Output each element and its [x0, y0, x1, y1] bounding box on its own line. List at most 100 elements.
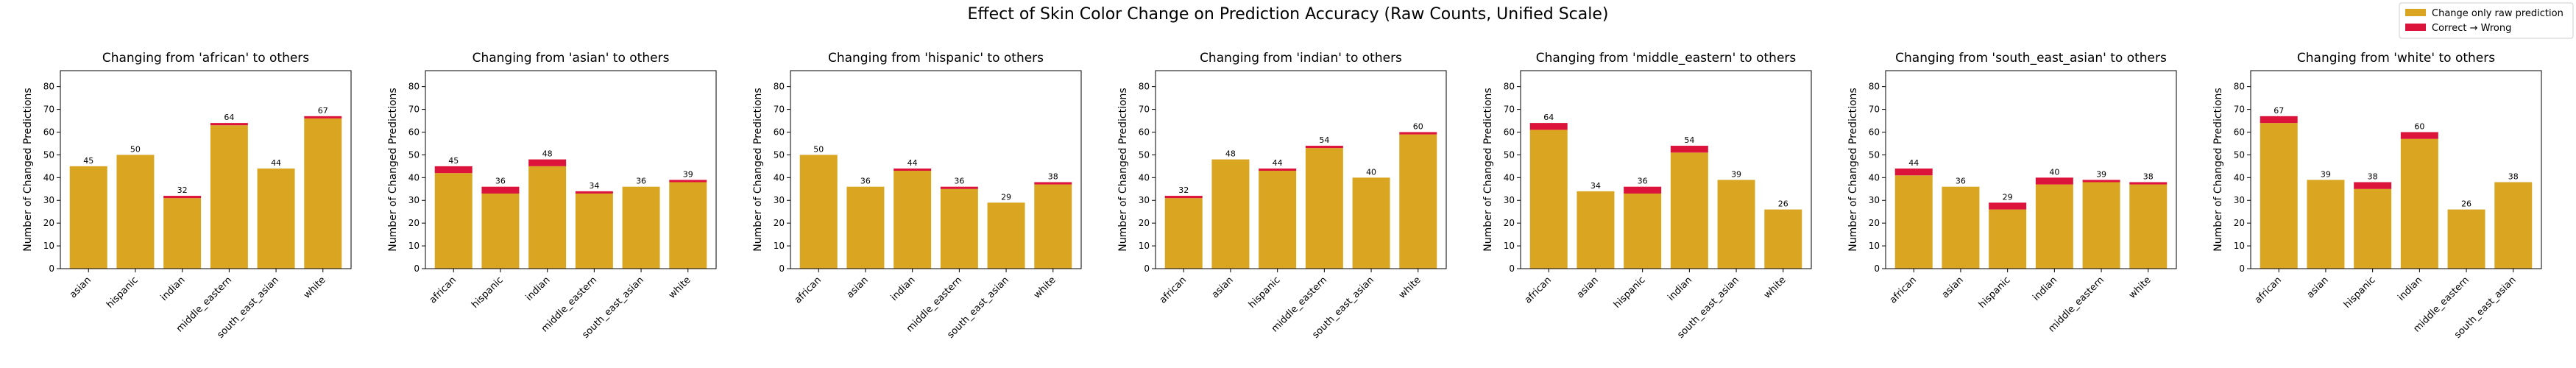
bar-data-label: 54 [1319, 135, 1329, 145]
bar-change-only [2307, 180, 2345, 269]
y-tick-label: 70 [1869, 105, 1880, 115]
bar-data-label: 34 [589, 181, 599, 191]
y-tick-label: 0 [1144, 263, 1150, 274]
y-tick-label: 60 [1139, 127, 1150, 137]
y-tick-label: 0 [414, 263, 420, 274]
bar-change-only [1305, 148, 1343, 269]
y-tick-label: 30 [1869, 195, 1880, 205]
bar-data-label: 40 [2049, 167, 2059, 177]
bar-change-only [1989, 209, 2027, 269]
bar-data-label: 44 [1273, 158, 1283, 168]
bar-data-label: 36 [1956, 177, 1966, 186]
legend-box [2399, 2, 2574, 39]
x-tick-label: hispanic [2342, 275, 2378, 311]
axes-frame [1155, 70, 1447, 269]
x-tick-label: hispanic [1247, 275, 1283, 311]
y-tick-label: 40 [1139, 172, 1150, 183]
y-tick-label: 40 [408, 172, 420, 183]
x-tick-label: indian [159, 275, 188, 303]
bar-correct-to-wrong [1624, 186, 1662, 194]
legend-label: Change only raw prediction [2432, 8, 2563, 19]
bar-data-label: 39 [1731, 169, 1741, 179]
y-tick-label: 40 [1869, 172, 1880, 183]
y-axis-label: Number of Changed Predictions [1482, 88, 1494, 251]
y-tick-label: 20 [1504, 218, 1515, 228]
y-tick-label: 10 [2234, 241, 2245, 251]
y-tick-label: 70 [1139, 105, 1150, 115]
y-axis-label: Number of Changed Predictions [1117, 88, 1129, 251]
y-tick-label: 30 [43, 195, 54, 205]
y-tick-label: 60 [1504, 127, 1515, 137]
legend-swatch [2405, 24, 2426, 31]
bar-change-only [1399, 134, 1437, 269]
bar-data-label: 64 [224, 113, 234, 122]
panel-title: Changing from 'white' to others [2297, 51, 2495, 66]
y-tick-label: 30 [2234, 195, 2245, 205]
bar-change-only [257, 168, 295, 269]
bar-data-label: 44 [1908, 158, 1919, 168]
y-tick-label: 70 [1504, 105, 1515, 115]
bar-change-only [799, 155, 838, 269]
bar-correct-to-wrong [2354, 182, 2392, 189]
x-tick-label: white [1762, 275, 1788, 301]
bar-change-only [481, 193, 520, 269]
axes-frame [790, 70, 1082, 269]
bar-change-only [2400, 138, 2438, 269]
bar-data-label: 38 [2143, 172, 2154, 182]
bar-change-only [1577, 191, 1615, 269]
bar-data-label: 44 [907, 158, 918, 168]
bar-change-only [1670, 152, 1708, 269]
y-tick-label: 80 [1139, 82, 1150, 92]
y-tick-label: 30 [1139, 195, 1150, 205]
y-tick-label: 0 [2239, 263, 2245, 274]
bar-correct-to-wrong [1305, 146, 1343, 149]
x-tick-label: african [2253, 275, 2284, 305]
y-tick-label: 0 [49, 263, 54, 274]
y-tick-label: 20 [774, 218, 785, 228]
bar-change-only [2447, 209, 2485, 269]
x-tick-label: asian [845, 275, 871, 300]
bar-data-label: 48 [1225, 149, 1236, 159]
y-tick-label: 0 [1874, 263, 1880, 274]
x-tick-label: white [1397, 275, 1423, 301]
panel-title: Changing from 'asian' to others [473, 51, 670, 66]
panels: Changing from 'african' to others Number … [22, 51, 2542, 341]
bar-correct-to-wrong [894, 168, 932, 171]
y-tick-label: 60 [774, 127, 785, 137]
bar-data-label: 32 [1178, 185, 1189, 195]
bar-data-label: 67 [318, 106, 328, 116]
y-tick-label: 50 [1504, 149, 1515, 160]
y-tick-label: 60 [408, 127, 420, 137]
x-tick-label: white [2127, 275, 2154, 301]
bar-change-only [846, 186, 885, 269]
bar-data-label: 38 [1048, 172, 1058, 182]
y-tick-label: 50 [43, 149, 54, 160]
bar-change-only [304, 118, 342, 269]
bar-correct-to-wrong [669, 180, 707, 183]
bar-change-only [1717, 180, 1755, 269]
x-tick-label: white [302, 275, 328, 301]
legend-swatch [2405, 9, 2426, 16]
y-tick-label: 60 [43, 127, 54, 137]
bar-change-only [2494, 182, 2533, 269]
axes-frame [1885, 70, 2177, 269]
bar-data-label: 26 [1778, 199, 1788, 209]
chart-panel: Changing from 'indian' to others Number o… [1117, 51, 1447, 341]
y-tick-label: 30 [408, 195, 420, 205]
bar-change-only [669, 182, 707, 269]
bar-data-label: 38 [2368, 172, 2378, 182]
bar-change-only [894, 171, 932, 269]
axes-frame [425, 70, 717, 269]
bar-data-label: 60 [1413, 121, 1423, 131]
y-tick-label: 70 [2234, 105, 2245, 115]
bar-data-label: 39 [683, 169, 693, 179]
y-axis-label: Number of Changed Predictions [2212, 88, 2224, 251]
bar-data-label: 29 [2003, 192, 2013, 202]
bar-data-label: 36 [860, 177, 871, 186]
bar-change-only [1529, 130, 1568, 269]
bar-correct-to-wrong [575, 191, 613, 194]
bar-data-label: 39 [2321, 169, 2331, 179]
y-tick-label: 80 [43, 82, 54, 92]
y-tick-label: 50 [774, 149, 785, 160]
